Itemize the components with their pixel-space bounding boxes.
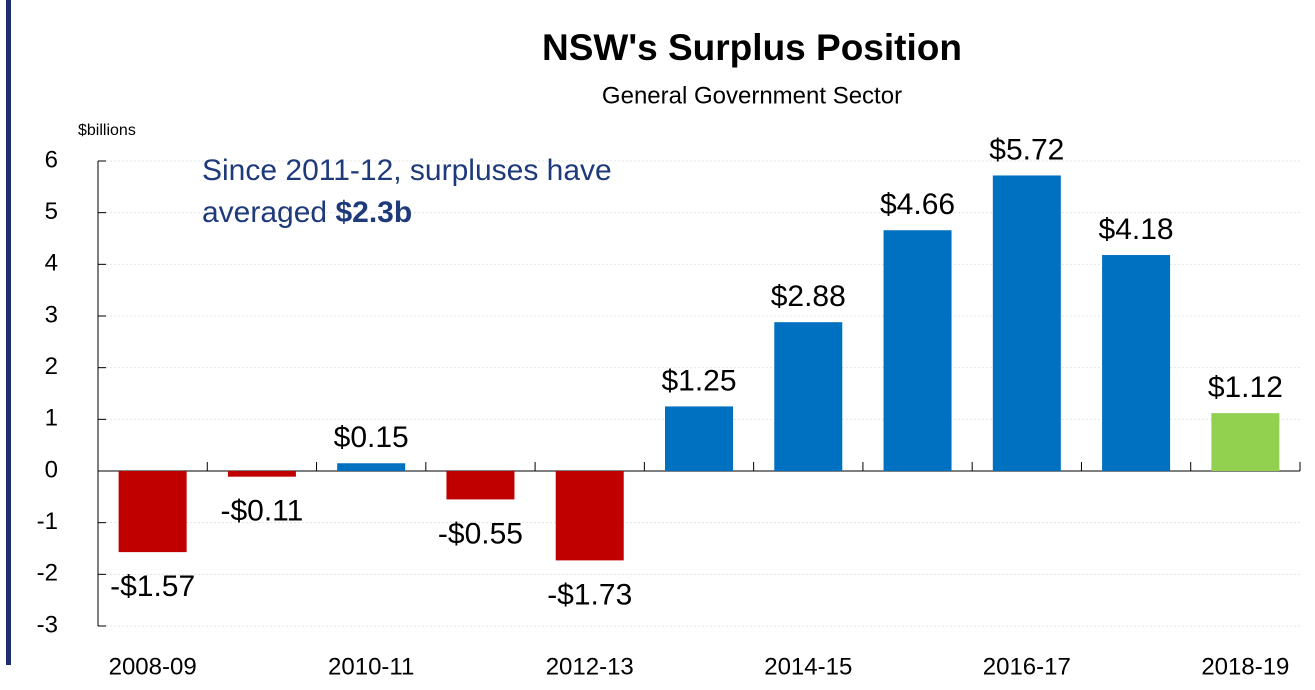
y-axis-label: $billions <box>78 122 136 139</box>
y-tick-label: 2 <box>45 353 58 380</box>
y-tick-label: -1 <box>37 508 58 535</box>
bar <box>227 471 296 477</box>
bar <box>883 230 952 471</box>
x-tick-label: 2012-13 <box>546 653 634 680</box>
annotation: Since 2011-12, surpluses have averaged $… <box>202 150 742 234</box>
y-tick-label: -3 <box>37 611 58 638</box>
x-tick-label: 2010-11 <box>328 653 414 680</box>
bar <box>446 471 515 500</box>
value-label: $1.12 <box>1208 371 1283 404</box>
value-label: -$1.57 <box>110 570 195 603</box>
value-label: $0.15 <box>334 421 409 454</box>
value-label: $4.66 <box>880 188 955 221</box>
chart-subtitle: General Government Sector <box>602 82 902 109</box>
bar <box>1211 413 1280 471</box>
y-tick-label: 6 <box>45 146 58 173</box>
bar <box>992 175 1061 471</box>
x-tick-label: 2016-17 <box>983 653 1071 680</box>
bar <box>118 471 187 553</box>
value-label: $4.18 <box>1099 213 1174 246</box>
value-label: -$1.73 <box>547 578 632 611</box>
annotation-text: Since 2011-12, surpluses have averaged <box>202 154 612 229</box>
y-tick-label: 1 <box>45 405 58 432</box>
x-tick-label: 2018-19 <box>1201 653 1289 680</box>
bar <box>337 463 406 471</box>
bar <box>774 322 843 471</box>
value-label: $5.72 <box>989 133 1064 166</box>
bar <box>665 406 733 471</box>
x-tick-label: 2014-15 <box>764 653 852 680</box>
chart-title: NSW's Surplus Position <box>542 27 962 68</box>
x-tick-label: 2008-09 <box>109 653 197 680</box>
annotation-emphasis: $2.3b <box>335 196 413 229</box>
side-bar <box>6 0 11 665</box>
y-tick-label: 5 <box>45 198 58 225</box>
value-label: $1.25 <box>661 364 736 397</box>
y-tick-label: 3 <box>45 301 58 328</box>
value-label: $2.88 <box>771 280 846 313</box>
value-label: -$0.11 <box>220 495 303 528</box>
bar <box>555 471 624 561</box>
bar <box>1102 255 1171 471</box>
y-tick-label: -2 <box>37 560 58 587</box>
y-tick-label: 0 <box>45 456 58 483</box>
value-label: -$0.55 <box>438 517 523 550</box>
y-tick-label: 4 <box>45 250 58 277</box>
